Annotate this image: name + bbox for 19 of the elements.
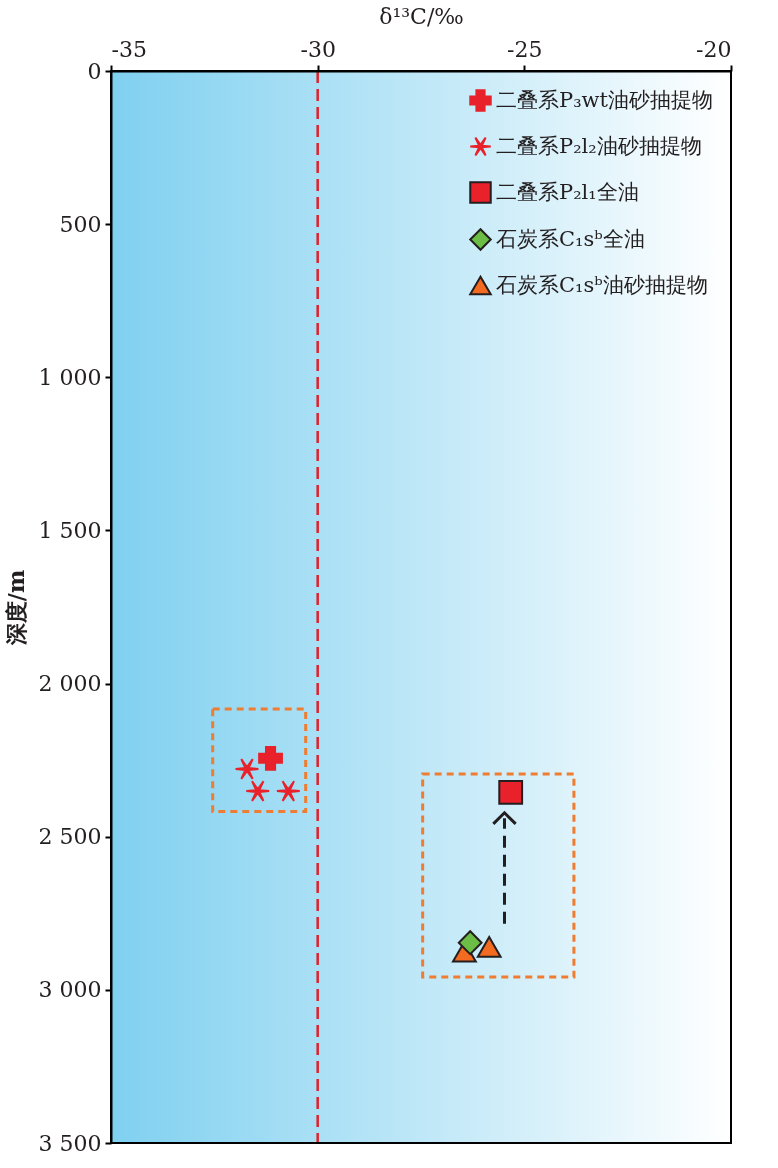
y-tick-label: 0	[87, 58, 102, 84]
y-tick-label: 2 500	[38, 824, 102, 850]
y-tick-label: 1 000	[38, 364, 102, 390]
x-axis-title: δ¹³C/‰	[379, 3, 464, 29]
legend-label: 二叠系P₂l₂油砂抽提物	[496, 133, 702, 158]
y-tick-label: 3 500	[38, 1130, 102, 1156]
x-tick-label: -20	[696, 36, 732, 62]
x-tick-label: -35	[111, 36, 147, 62]
x-tick-label: -25	[507, 36, 543, 62]
y-tick-label: 1 500	[38, 517, 102, 543]
legend-label: 二叠系P₂l₁全油	[496, 179, 639, 204]
y-tick-label: 2 000	[38, 671, 102, 697]
y-tick-label: 3 000	[38, 977, 102, 1003]
legend-label: 石炭系C₁sᵇ油砂抽提物	[496, 272, 708, 297]
y-tick-label: 500	[59, 211, 102, 237]
x-tick-label: -30	[300, 36, 336, 62]
legend-label: 石炭系C₁sᵇ全油	[496, 226, 645, 251]
legend-label: 二叠系P₃wt油砂抽提物	[496, 87, 713, 112]
y-axis-title: 深度/m	[2, 569, 29, 647]
